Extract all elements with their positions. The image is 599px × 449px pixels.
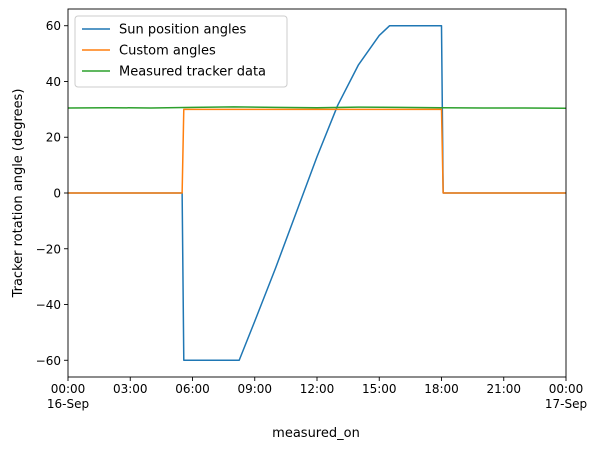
y-tick-label: 60 — [46, 19, 61, 33]
plot-area — [67, 24, 567, 362]
legend-label: Measured tracker data — [119, 65, 266, 80]
y-tick-label: 0 — [53, 187, 61, 201]
x-tick-label: 03:00 — [113, 382, 148, 396]
y-tick-label: 20 — [46, 131, 61, 145]
x-tick-label: 09:00 — [237, 382, 272, 396]
legend: Sun position angles Custom angles Measured… — [74, 15, 288, 88]
legend-label: Custom angles — [119, 44, 216, 59]
x-tick-label: 18:00 — [424, 382, 459, 396]
x-tick-label: 00:00 — [549, 382, 584, 396]
x-tick-label: 21:00 — [486, 382, 521, 396]
y-tick-label: 40 — [46, 75, 61, 89]
y-axis: 60 40 20 0 −20 −40 −60 — [36, 19, 68, 368]
y-tick-label: −20 — [36, 242, 61, 256]
x-tick-sublabel: 16-Sep — [47, 397, 89, 411]
x-tick-sublabel: 17-Sep — [545, 397, 587, 411]
x-tick-label: 06:00 — [175, 382, 210, 396]
x-tick-label: 12:00 — [300, 382, 335, 396]
x-axis-label: measured_on — [272, 426, 360, 441]
series-line-3 — [67, 106, 567, 109]
legend-box — [74, 15, 288, 88]
legend-label: Sun position angles — [119, 23, 247, 38]
x-tick-label: 15:00 — [362, 382, 397, 396]
y-tick-label: −40 — [36, 298, 61, 312]
series-line-2 — [68, 108, 566, 194]
y-axis-label: Tracker rotation angle (degrees) — [11, 89, 26, 299]
y-tick-label: −60 — [36, 354, 61, 368]
series-line-1 — [68, 24, 566, 362]
x-tick-label: 00:00 — [51, 382, 86, 396]
